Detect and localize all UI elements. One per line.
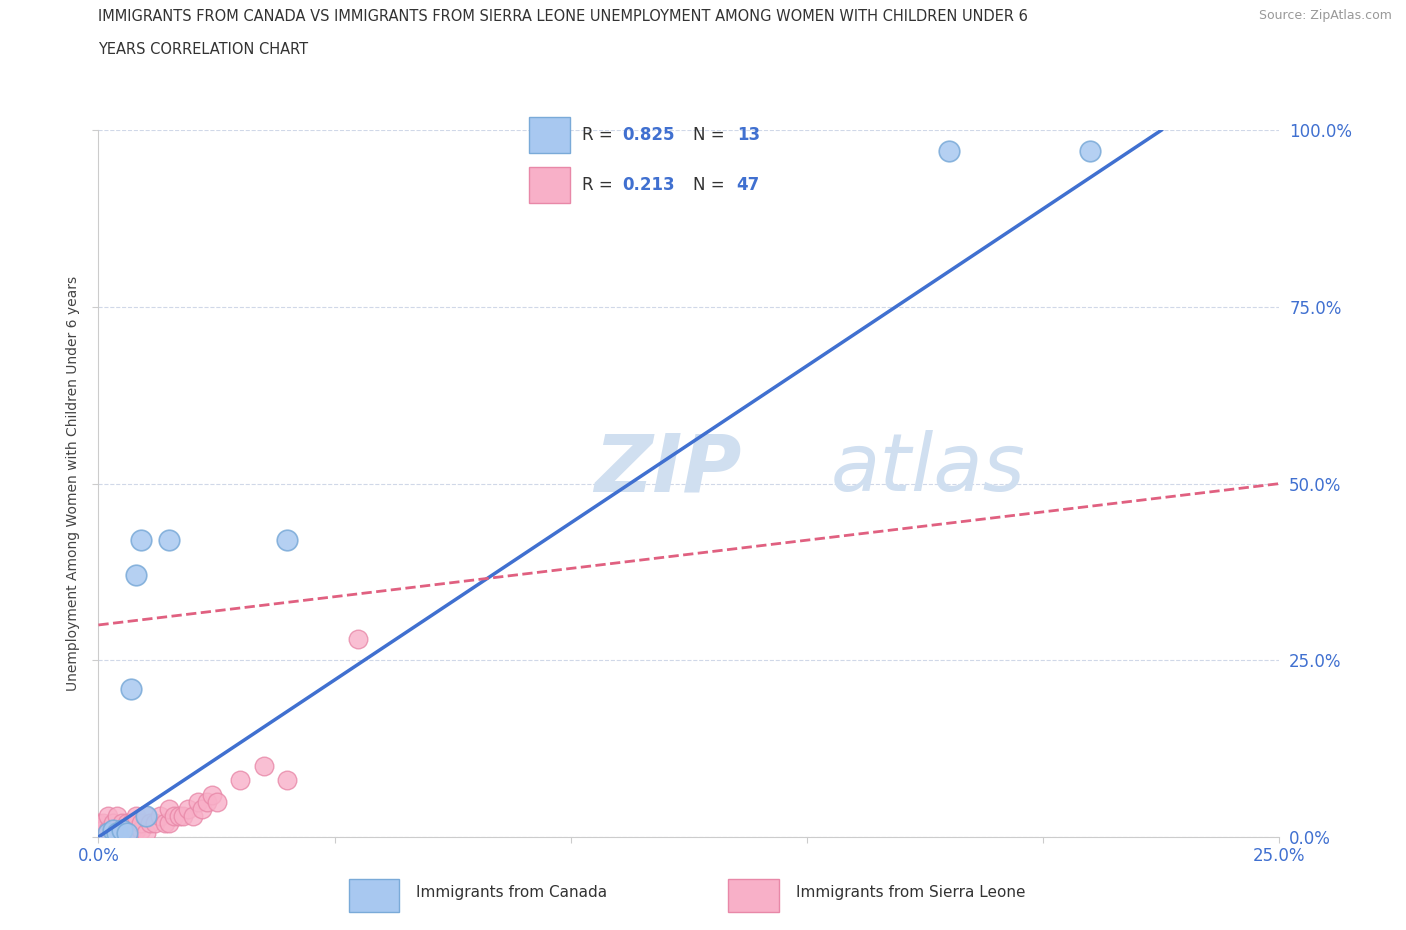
Point: [135, 826, 157, 841]
Point: [87, 826, 110, 841]
Text: YEARS CORRELATION CHART: YEARS CORRELATION CHART: [98, 42, 308, 57]
Point: [181, 808, 204, 823]
Point: [153, 816, 176, 830]
Point: [105, 826, 128, 841]
Point: [121, 826, 143, 841]
Point: [125, 822, 148, 837]
Point: [97, 826, 120, 841]
FancyBboxPatch shape: [530, 167, 569, 203]
FancyBboxPatch shape: [349, 879, 399, 912]
Point: [115, 822, 138, 837]
Point: [115, 816, 138, 830]
Point: [91, 826, 114, 841]
Point: [167, 808, 190, 823]
Point: [87, 822, 110, 837]
Point: [135, 808, 157, 823]
Point: [129, 816, 152, 830]
Point: [105, 808, 128, 823]
Point: [97, 826, 120, 841]
Point: [195, 794, 218, 809]
Point: [91, 822, 114, 837]
Point: [101, 816, 124, 830]
Point: [172, 808, 194, 823]
Text: R =: R =: [582, 126, 619, 143]
Point: [121, 816, 143, 830]
Point: [125, 808, 148, 823]
Text: ZIP: ZIP: [595, 431, 742, 509]
Point: [111, 822, 134, 837]
Point: [157, 802, 180, 817]
Point: [121, 681, 143, 696]
Point: [276, 773, 298, 788]
Point: [253, 759, 276, 774]
Point: [129, 822, 152, 837]
Point: [276, 533, 298, 548]
Text: 0.825: 0.825: [623, 126, 675, 143]
Point: [87, 816, 110, 830]
FancyBboxPatch shape: [530, 117, 569, 153]
Point: [143, 816, 166, 830]
Text: Source: ZipAtlas.com: Source: ZipAtlas.com: [1258, 9, 1392, 22]
Point: [157, 816, 180, 830]
Text: 47: 47: [737, 176, 761, 193]
Point: [129, 533, 152, 548]
Text: N =: N =: [693, 126, 730, 143]
Point: [105, 826, 128, 841]
Point: [229, 773, 252, 788]
Point: [191, 802, 214, 817]
Y-axis label: Unemployment Among Women with Children Under 6 years: Unemployment Among Women with Children U…: [66, 276, 80, 691]
Text: Immigrants from Sierra Leone: Immigrants from Sierra Leone: [796, 885, 1025, 900]
Point: [97, 822, 120, 837]
Text: N =: N =: [693, 176, 730, 193]
Point: [115, 826, 138, 841]
Point: [157, 533, 180, 548]
Point: [205, 794, 228, 809]
Point: [938, 144, 960, 159]
Point: [163, 808, 186, 823]
Text: Immigrants from Canada: Immigrants from Canada: [416, 885, 607, 900]
Point: [1080, 144, 1102, 159]
Point: [135, 808, 157, 823]
Point: [97, 808, 120, 823]
Point: [101, 826, 124, 841]
FancyBboxPatch shape: [728, 879, 779, 912]
Text: atlas: atlas: [831, 431, 1025, 509]
Point: [111, 822, 134, 837]
Point: [91, 816, 114, 830]
Point: [149, 808, 172, 823]
Point: [187, 794, 209, 809]
Point: [111, 826, 134, 841]
Point: [347, 631, 370, 646]
Point: [101, 822, 124, 837]
Point: [105, 822, 128, 837]
Point: [201, 787, 224, 802]
Text: 0.213: 0.213: [623, 176, 675, 193]
Point: [111, 816, 134, 830]
Text: 13: 13: [737, 126, 759, 143]
Text: IMMIGRANTS FROM CANADA VS IMMIGRANTS FROM SIERRA LEONE UNEMPLOYMENT AMONG WOMEN : IMMIGRANTS FROM CANADA VS IMMIGRANTS FRO…: [98, 9, 1028, 24]
Point: [125, 568, 148, 583]
Text: R =: R =: [582, 176, 619, 193]
Point: [177, 802, 200, 817]
Point: [139, 816, 162, 830]
